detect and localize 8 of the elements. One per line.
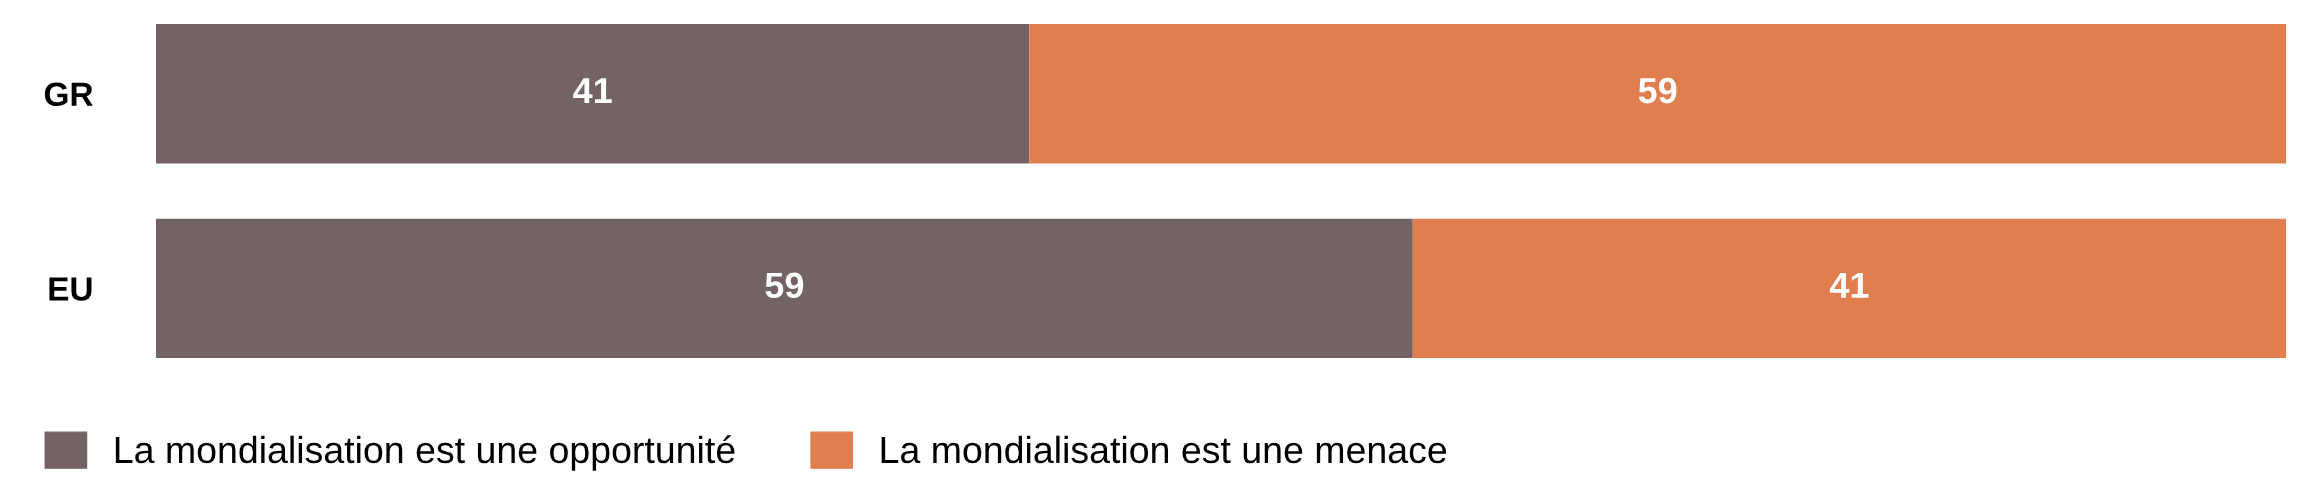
- data-label: 59: [765, 272, 804, 299]
- data-label: 41: [573, 78, 612, 104]
- y-tick-label: GR: [44, 82, 93, 107]
- data-label: 59: [1638, 77, 1677, 104]
- legend-label: La mondialisation est une opportunité: [115, 435, 735, 471]
- data-label: 41: [1829, 272, 1869, 298]
- legend-label: La mondialisation est une menace: [881, 435, 1447, 464]
- y-tick-label: EU: [49, 277, 92, 301]
